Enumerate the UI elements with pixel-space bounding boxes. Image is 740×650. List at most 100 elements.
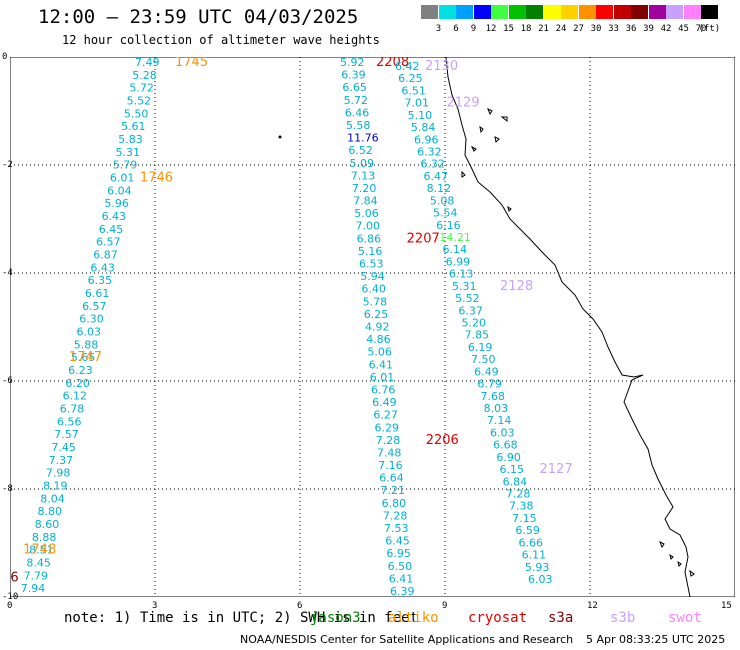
grid-lines	[10, 57, 735, 597]
wave-height-value: 6.99	[446, 255, 471, 268]
wave-height-value: 7.28	[506, 488, 531, 501]
wave-height-value: 6.41	[369, 358, 394, 371]
pass-time-label: 1747	[69, 350, 102, 365]
wave-height-value: 6.56	[57, 415, 82, 428]
colorbar-label: 39	[643, 24, 654, 34]
wave-height-value: 6.79	[477, 378, 502, 391]
colorbar-label: 36	[625, 24, 637, 34]
wave-height-value: 6.19	[468, 341, 493, 354]
pass-time-label: 2208	[376, 57, 409, 70]
wave-height-value: 6.43	[102, 210, 127, 223]
wave-height-value: 6.32	[417, 146, 442, 159]
y-tick-label: -10	[2, 592, 19, 602]
colorbar-label: 27	[573, 24, 584, 34]
wave-height-value: 5.92	[340, 57, 365, 69]
wave-height-value: 7.38	[509, 500, 534, 513]
colorbar-swatch	[508, 5, 526, 19]
pass-time-label: 2130	[425, 59, 458, 74]
wave-height-value: 6.20	[65, 377, 90, 390]
track-middle: 5.926.396.655.726.465.5811.766.525.097.1…	[340, 57, 459, 597]
wave-height-value: 6.30	[79, 313, 104, 326]
wave-height-value: 6.45	[385, 535, 410, 548]
colorbar-swatch	[438, 5, 456, 19]
altimeter-map-plot: 7.495.285.725.525.505.615.835.315.796.01…	[10, 57, 735, 597]
colorbar-swatch	[526, 5, 543, 19]
wave-height-value: 7.98	[46, 467, 71, 480]
colorbar-label: 45	[678, 24, 689, 34]
colorbar-label: 18	[520, 24, 532, 34]
colorbar-swatch	[683, 5, 701, 19]
wave-height-value: 6.01	[110, 172, 135, 185]
legend-satellite-cryosat: cryosat	[468, 610, 528, 626]
wave-height-value: 6.03	[528, 573, 553, 586]
wave-height-value: 5.52	[455, 292, 480, 305]
wave-height-value: 5.09	[350, 157, 375, 170]
wave-height-value: 5.20	[462, 317, 487, 330]
wave-height-value: 6.42	[395, 60, 420, 73]
wave-height-value: 5.93	[525, 561, 550, 574]
wave-height-value: 6.37	[458, 304, 483, 317]
wave-height-value: 8.51	[29, 544, 54, 557]
colorbar-label: 33	[608, 24, 619, 34]
wave-height-value: 11.76	[347, 132, 379, 145]
wave-height-value: 5.10	[408, 109, 433, 122]
wave-height-value: 7.48	[377, 446, 402, 459]
colorbar-unit: (ft)	[698, 24, 721, 34]
wave-height-value: 6.35	[88, 274, 113, 287]
wave-height-value: 6.13	[449, 268, 474, 281]
colorbar-label: 6	[453, 24, 459, 34]
wave-height-value: 5.65	[71, 351, 96, 364]
wave-height-value: 6.25	[364, 308, 389, 321]
wave-height-value: 5.54	[433, 207, 458, 220]
pass-time-label: 1746	[140, 171, 173, 186]
wave-height-value: 5.28	[132, 69, 157, 82]
wave-height-value: 6.49	[372, 396, 397, 409]
wave-height-value: 6.95	[386, 547, 411, 560]
wave-height-value: 6.15	[500, 463, 525, 476]
pass-time-label: 1748	[23, 543, 56, 558]
colorbar-label: 30	[590, 24, 602, 34]
wave-height-value: 5.31	[452, 280, 477, 293]
legend-satellite-s3b: s3b	[610, 610, 636, 626]
wave-height-value: 7.01	[405, 97, 430, 110]
colorbar-label: 15	[503, 24, 514, 34]
footer-timestamp: 5 Apr 08:33:25 UTC 2025	[586, 633, 726, 646]
wave-height-value: 6.68	[493, 439, 517, 452]
wave-height-value: 6.96	[414, 133, 439, 146]
x-tick-label: 15	[721, 601, 732, 611]
y-tick-label: -4	[2, 268, 13, 278]
wave-height-value: 7.79	[24, 569, 48, 582]
wave-height-value: 7.49	[135, 57, 160, 69]
x-tick-label: 6	[297, 601, 303, 611]
wave-height-value: 7.68	[481, 390, 506, 403]
wave-height-value: 6.16	[436, 219, 461, 232]
wave-height-value: 8.03	[484, 402, 509, 415]
wave-height-value: 5.06	[367, 346, 392, 359]
wave-height-value: 5.16	[358, 245, 383, 258]
colorbar-swatch	[701, 5, 718, 19]
island-1	[461, 107, 512, 212]
wave-height-value: 8.45	[26, 557, 51, 570]
x-tick-label: 0	[7, 601, 13, 611]
small-island-marker	[278, 135, 282, 139]
pass-time-label: 2206	[426, 433, 459, 448]
wave-height-value: 4.86	[366, 333, 391, 346]
wave-height-value: 7.15	[512, 512, 537, 525]
wave-height-value: 8.80	[38, 505, 63, 518]
wave-height-value: 7.85	[465, 329, 490, 342]
wave-height-value: 6.52	[348, 144, 373, 157]
wave-height-value: 7.28	[383, 509, 408, 522]
wave-height-value: 5.58	[346, 119, 371, 132]
wave-height-value: 7.28	[376, 434, 401, 447]
wave-height-value: 6.80	[382, 497, 407, 510]
wave-height-value: 5.72	[344, 94, 369, 107]
pass-time-label: 1745	[175, 57, 208, 70]
wave-height-value: 5.50	[124, 107, 149, 120]
wave-height-value: 8.04	[40, 492, 65, 505]
wave-height-value: 6.29	[375, 421, 400, 434]
map-title: 12:00 – 23:59 UTC 04/03/2025	[38, 6, 359, 28]
map-subtitle: 12 hour collection of altimeter wave hei…	[62, 33, 380, 47]
wave-height-value: 6.76	[371, 383, 396, 396]
wave-height-value: 5.61	[121, 120, 146, 133]
